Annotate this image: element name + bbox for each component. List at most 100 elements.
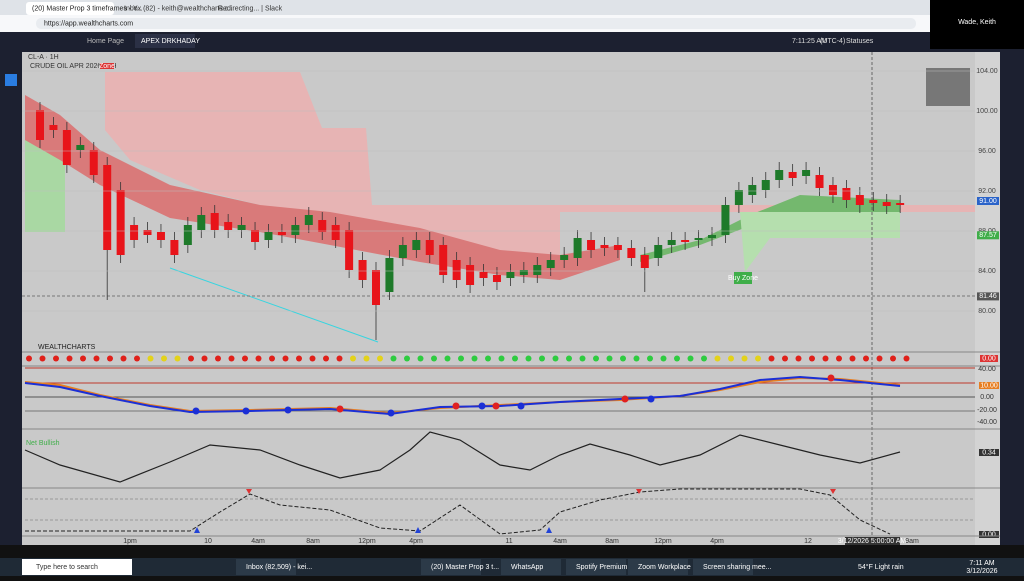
- taskbar-app[interactable]: [628, 559, 688, 575]
- signal-dot: [431, 355, 437, 362]
- taskbar-app[interactable]: [501, 559, 561, 575]
- taskbar-app[interactable]: [236, 559, 296, 575]
- pane-value: 0.34: [982, 449, 996, 456]
- candle-body: [116, 190, 125, 255]
- price-tag: [977, 231, 999, 240]
- status[interactable]: Statuses: [846, 38, 874, 45]
- signal-dot: [579, 355, 586, 362]
- candle-body: [815, 175, 824, 188]
- candle-body: [775, 170, 784, 180]
- value-tag: [980, 355, 998, 362]
- resistance-cloud: [105, 72, 975, 270]
- axis-label: 10.00: [980, 382, 998, 389]
- x-tick-label: 12pm: [654, 538, 672, 545]
- signal-dot: [282, 355, 289, 362]
- x-tick-label: 9am: [905, 538, 919, 545]
- signal-dot: [674, 355, 680, 362]
- buy-zone-label: Buy Zone: [728, 275, 758, 282]
- signal-dot: [53, 355, 59, 362]
- price-tag: [977, 292, 999, 301]
- signal-dot: [174, 355, 181, 362]
- taskbar-app[interactable]: [421, 559, 481, 575]
- signal-dot: [201, 355, 208, 362]
- search-box[interactable]: [22, 559, 132, 575]
- candle-body: [828, 185, 837, 195]
- signal-dot: [350, 355, 356, 362]
- signal-dot: [606, 355, 613, 362]
- signal-dot: [903, 355, 910, 362]
- taskbar-app-label[interactable]: Screen sharing mee...: [703, 564, 772, 571]
- signal-dot: [228, 355, 235, 362]
- signal-dot: [323, 355, 329, 362]
- taskbar-app-label[interactable]: Spotify Premium: [576, 564, 628, 571]
- candle-body: [277, 232, 286, 235]
- chart-title: CRUDE OIL APR 2026 · 1H: [30, 63, 117, 70]
- url[interactable]: https://app.wealthcharts.com: [44, 20, 133, 27]
- signal-dot: [444, 355, 451, 362]
- signal-dot: [890, 355, 896, 362]
- price-tag-label: 91.00: [979, 198, 997, 205]
- y-tick-label: 84.00: [978, 268, 996, 275]
- candle-body: [492, 275, 501, 282]
- app-tab[interactable]: APEX DRKHADAY: [141, 38, 200, 45]
- signal-dot: [620, 355, 626, 362]
- tray-time: 7:11 AM: [969, 560, 994, 567]
- x-tick-label: 4pm: [710, 538, 724, 545]
- candle-body: [89, 150, 98, 175]
- signal-dot: [593, 355, 599, 362]
- candle-body: [734, 190, 743, 205]
- trend-line: [24, 431, 901, 483]
- cursor-time-tag: [845, 537, 900, 545]
- signal-dot: [552, 355, 559, 362]
- candle-body: [573, 238, 582, 258]
- taskbar-app-label[interactable]: WhatsApp: [511, 564, 543, 571]
- candle-body: [560, 255, 569, 260]
- search-placeholder[interactable]: Type here to search: [36, 564, 98, 571]
- taskbar-app-label[interactable]: Zoom Workplace: [638, 564, 691, 571]
- candle-body: [412, 240, 421, 250]
- candle-body: [466, 265, 475, 285]
- price-tag-label: 81.46: [979, 293, 997, 300]
- taskbar-app-label[interactable]: Inbox (82,509) - kei...: [246, 564, 312, 571]
- signal-dot: [647, 355, 653, 362]
- account-panel: [926, 68, 970, 106]
- trend-line: [169, 267, 379, 343]
- add-button[interactable]: [5, 74, 17, 86]
- y-tick-label: 96.00: [978, 148, 996, 155]
- candle-body: [62, 130, 71, 165]
- app-tab-active[interactable]: [135, 34, 195, 48]
- candle-body: [882, 202, 891, 206]
- signal-dot: [795, 355, 802, 362]
- url-field[interactable]: [36, 18, 916, 29]
- taskbar-app[interactable]: [566, 559, 626, 575]
- candle-body: [452, 260, 461, 280]
- pane-title: WEALTHCHARTS: [38, 344, 96, 351]
- tab-title[interactable]: Redirecting... | Slack: [218, 5, 283, 12]
- candle-body: [130, 225, 139, 240]
- candle-body: [600, 245, 609, 248]
- signal-dot: [768, 355, 775, 362]
- signal-dot: [566, 355, 572, 362]
- signal-dot: [498, 355, 505, 362]
- tab-active[interactable]: [26, 2, 114, 15]
- candle-body: [613, 245, 622, 250]
- signal-dot: [404, 355, 410, 362]
- axis-label: -20.00: [977, 407, 997, 414]
- tab-title[interactable]: Inbox (82) - keith@wealthcharts.c...: [124, 5, 234, 12]
- green-band: [640, 195, 900, 262]
- participant-name: Wade, Keith: [958, 19, 996, 26]
- signal-dot: [147, 355, 154, 362]
- oscillator-dots: [192, 395, 655, 417]
- candle-body: [291, 225, 300, 235]
- candle-body: [237, 225, 246, 230]
- x-tick-label: 8am: [605, 538, 619, 545]
- x-tick-label: 1pm: [123, 538, 137, 545]
- y-tick-label: 92.00: [978, 188, 996, 195]
- signal-dot: [377, 355, 383, 362]
- signal-dot: [471, 355, 478, 362]
- taskbar-app[interactable]: [693, 559, 753, 575]
- tab-title[interactable]: (20) Master Prop 3 timeframes - Y...: [32, 5, 143, 12]
- taskbar-app-label[interactable]: (20) Master Prop 3 t...: [431, 564, 499, 571]
- candle-body: [251, 230, 260, 242]
- app-tab[interactable]: Home Page: [87, 38, 124, 45]
